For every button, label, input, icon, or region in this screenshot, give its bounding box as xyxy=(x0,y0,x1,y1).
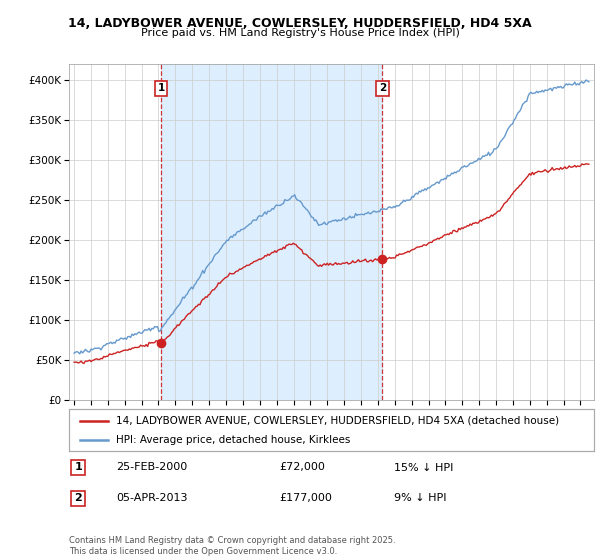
Text: HPI: Average price, detached house, Kirklees: HPI: Average price, detached house, Kirk… xyxy=(116,435,350,445)
Text: 14, LADYBOWER AVENUE, COWLERSLEY, HUDDERSFIELD, HD4 5XA (detached house): 14, LADYBOWER AVENUE, COWLERSLEY, HUDDER… xyxy=(116,416,559,426)
Bar xyxy=(161,64,382,400)
Text: 15% ↓ HPI: 15% ↓ HPI xyxy=(395,463,454,473)
Text: 14, LADYBOWER AVENUE, COWLERSLEY, HUDDERSFIELD, HD4 5XA: 14, LADYBOWER AVENUE, COWLERSLEY, HUDDER… xyxy=(68,17,532,30)
Text: 2: 2 xyxy=(74,493,82,503)
Text: 1: 1 xyxy=(74,463,82,473)
Text: 9% ↓ HPI: 9% ↓ HPI xyxy=(395,493,447,503)
Text: £177,000: £177,000 xyxy=(279,493,332,503)
Text: 1: 1 xyxy=(157,83,164,94)
Text: £72,000: £72,000 xyxy=(279,463,325,473)
Text: 2: 2 xyxy=(379,83,386,94)
Text: Price paid vs. HM Land Registry's House Price Index (HPI): Price paid vs. HM Land Registry's House … xyxy=(140,28,460,38)
Text: Contains HM Land Registry data © Crown copyright and database right 2025.
This d: Contains HM Land Registry data © Crown c… xyxy=(69,536,395,556)
Text: 05-APR-2013: 05-APR-2013 xyxy=(116,493,188,503)
Text: 25-FEB-2000: 25-FEB-2000 xyxy=(116,463,187,473)
